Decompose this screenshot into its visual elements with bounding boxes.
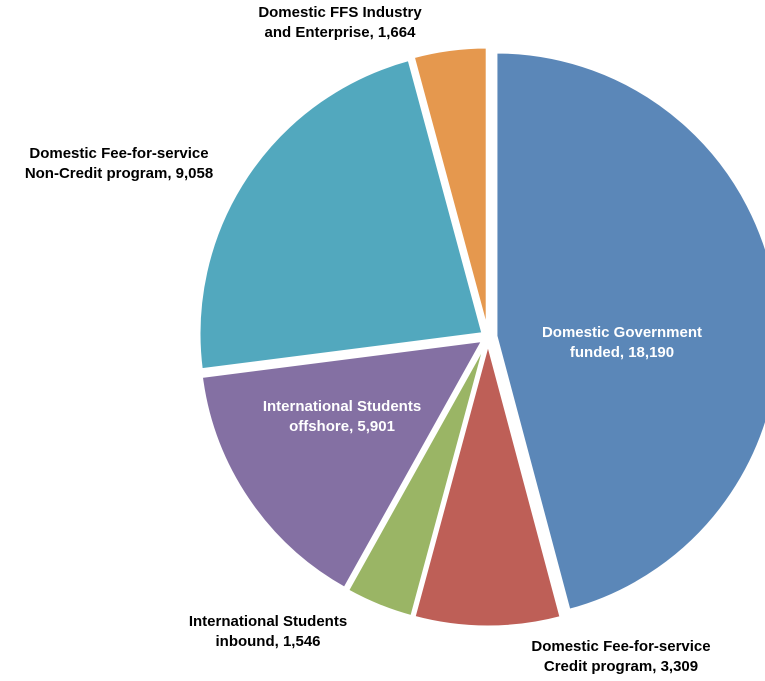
slice-label-line: International Students xyxy=(189,613,347,630)
slice-label-line: Domestic Government xyxy=(542,324,702,341)
slice-label-line: and Enterprise, 1,664 xyxy=(265,24,417,41)
slice-label: International Students offshore, 5,901 xyxy=(263,398,421,435)
slice-label-line: Credit program, 3,309 xyxy=(544,658,698,675)
slice-label-line: Domestic FFS Industry xyxy=(258,4,422,21)
pie-slice xyxy=(197,57,485,372)
slice-label: Domestic Fee-for-service Non-Credit progr… xyxy=(25,145,213,182)
slice-label-line: International Students xyxy=(263,398,421,415)
slice-label: Domestic Government funded, 18,190 xyxy=(542,324,702,361)
pie-slice xyxy=(412,337,563,629)
pie-slice xyxy=(494,50,765,613)
pie-slice xyxy=(199,338,486,591)
slice-label: Domestic FFS Industry and Enterprise, 1,6… xyxy=(258,4,422,41)
slice-label-line: Domestic Fee-for-service xyxy=(29,145,208,162)
pie-labels: Domestic Government funded, 18,190Domesti… xyxy=(25,4,711,675)
slice-label-line: inbound, 1,546 xyxy=(215,633,320,650)
pie-slice xyxy=(411,45,489,332)
slice-label-line: offshore, 5,901 xyxy=(289,418,395,435)
pie-slices xyxy=(197,45,765,629)
slice-label-line: Domestic Fee-for-service xyxy=(531,638,710,655)
slice-label-line: funded, 18,190 xyxy=(570,344,674,361)
slice-label: Domestic Fee-for-service Credit program, … xyxy=(531,638,710,675)
pie-slice xyxy=(345,341,488,619)
slice-label-line: Non-Credit program, 9,058 xyxy=(25,165,213,182)
slice-label: International Students inbound, 1,546 xyxy=(189,613,347,650)
